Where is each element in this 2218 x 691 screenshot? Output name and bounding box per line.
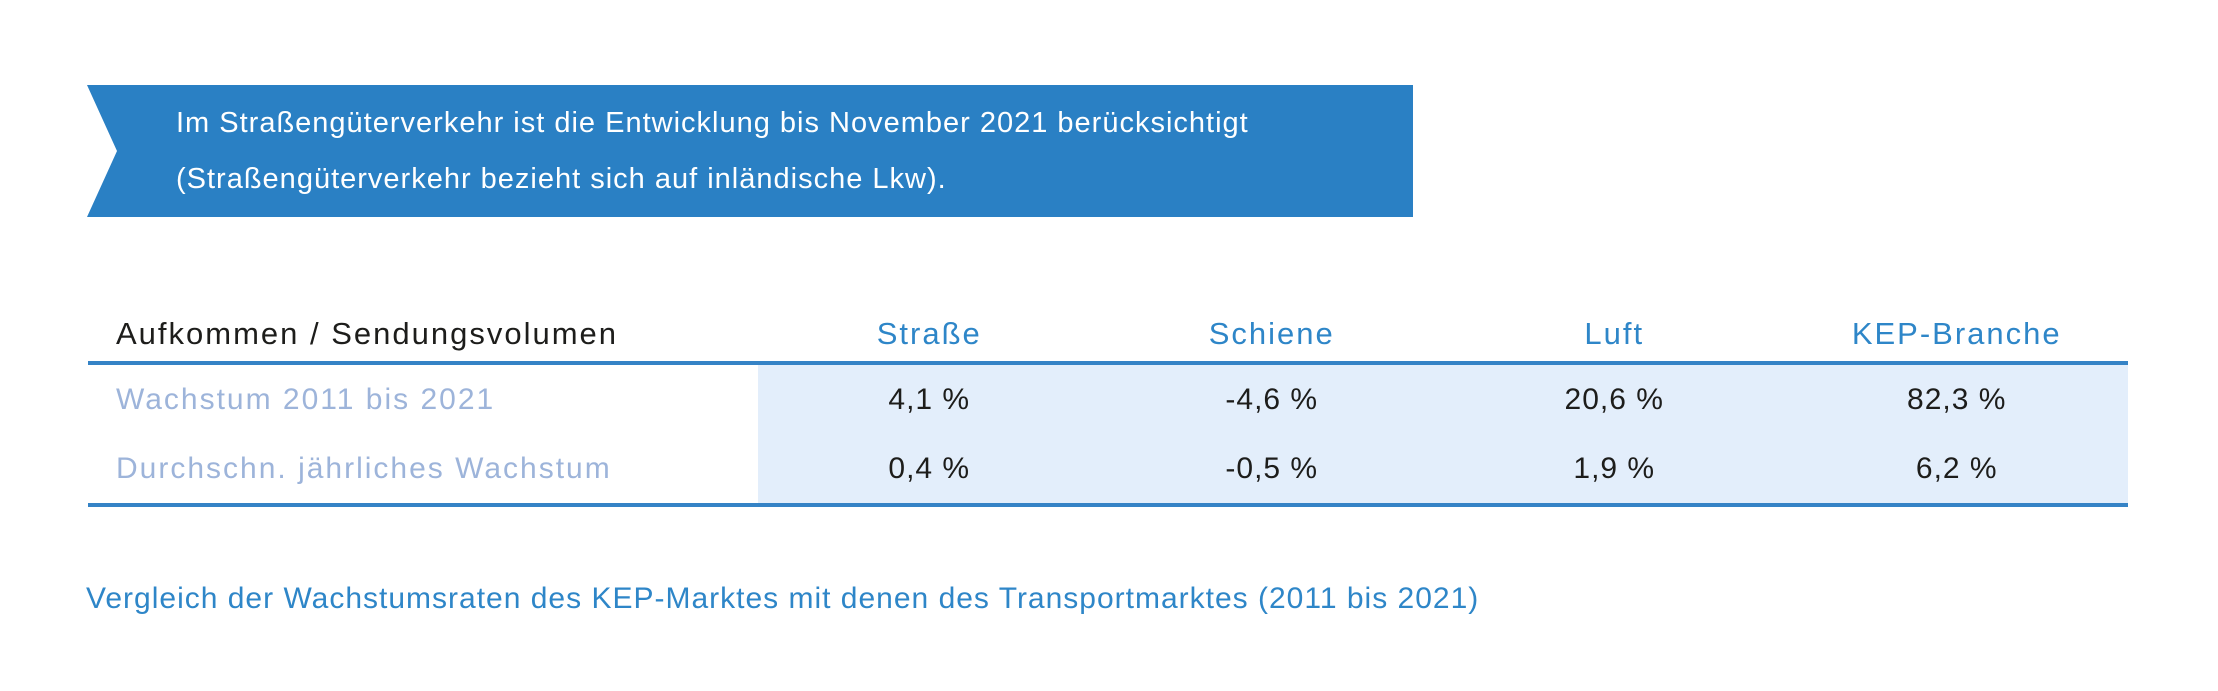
cell-durchschn-kep-branche: 6,2 % — [1785, 434, 2128, 503]
row-label: Durchschn. jährliches Wachstum — [88, 434, 758, 503]
table-row-durchschn-jaehrliches-wachstum: Durchschn. jährliches Wachstum 0,4 % -0,… — [88, 434, 2128, 503]
table-body: Wachstum 2011 bis 2021 4,1 % -4,6 % 20,6… — [88, 365, 2128, 507]
note-banner: Im Straßengüterverkehr ist die Entwicklu… — [87, 85, 1413, 217]
column-header-luft: Luft — [1584, 316, 1645, 351]
cell-wachstum-luft: 20,6 % — [1443, 365, 1786, 434]
cell-wachstum-schiene: -4,6 % — [1100, 365, 1443, 434]
row-label: Wachstum 2011 bis 2021 — [88, 365, 758, 434]
figure-caption: Vergleich der Wachstumsraten des KEP-Mar… — [86, 582, 1480, 615]
note-banner-line1: Im Straßengüterverkehr ist die Entwicklu… — [176, 107, 1249, 139]
column-header-kep-branche: KEP-Branche — [1851, 316, 2062, 351]
cell-durchschn-luft: 1,9 % — [1443, 434, 1786, 503]
table-header-row: Aufkommen / Sendungsvolumen Straße Schie… — [88, 296, 2128, 365]
cell-wachstum-kep-branche: 82,3 % — [1785, 365, 2128, 434]
note-banner-line2: (Straßengüterverkehr bezieht sich auf in… — [176, 163, 947, 195]
cell-durchschn-strasse: 0,4 % — [758, 434, 1101, 503]
column-header-aufkommen-sendungsvolumen: Aufkommen / Sendungsvolumen — [116, 316, 619, 351]
column-header-schiene: Schiene — [1208, 316, 1335, 351]
column-header-strasse: Straße — [876, 316, 982, 351]
cell-durchschn-schiene: -0,5 % — [1100, 434, 1443, 503]
growth-comparison-table: Aufkommen / Sendungsvolumen Straße Schie… — [88, 296, 2128, 507]
table-row-wachstum-2011-2021: Wachstum 2011 bis 2021 4,1 % -4,6 % 20,6… — [88, 365, 2128, 434]
cell-wachstum-strasse: 4,1 % — [758, 365, 1101, 434]
